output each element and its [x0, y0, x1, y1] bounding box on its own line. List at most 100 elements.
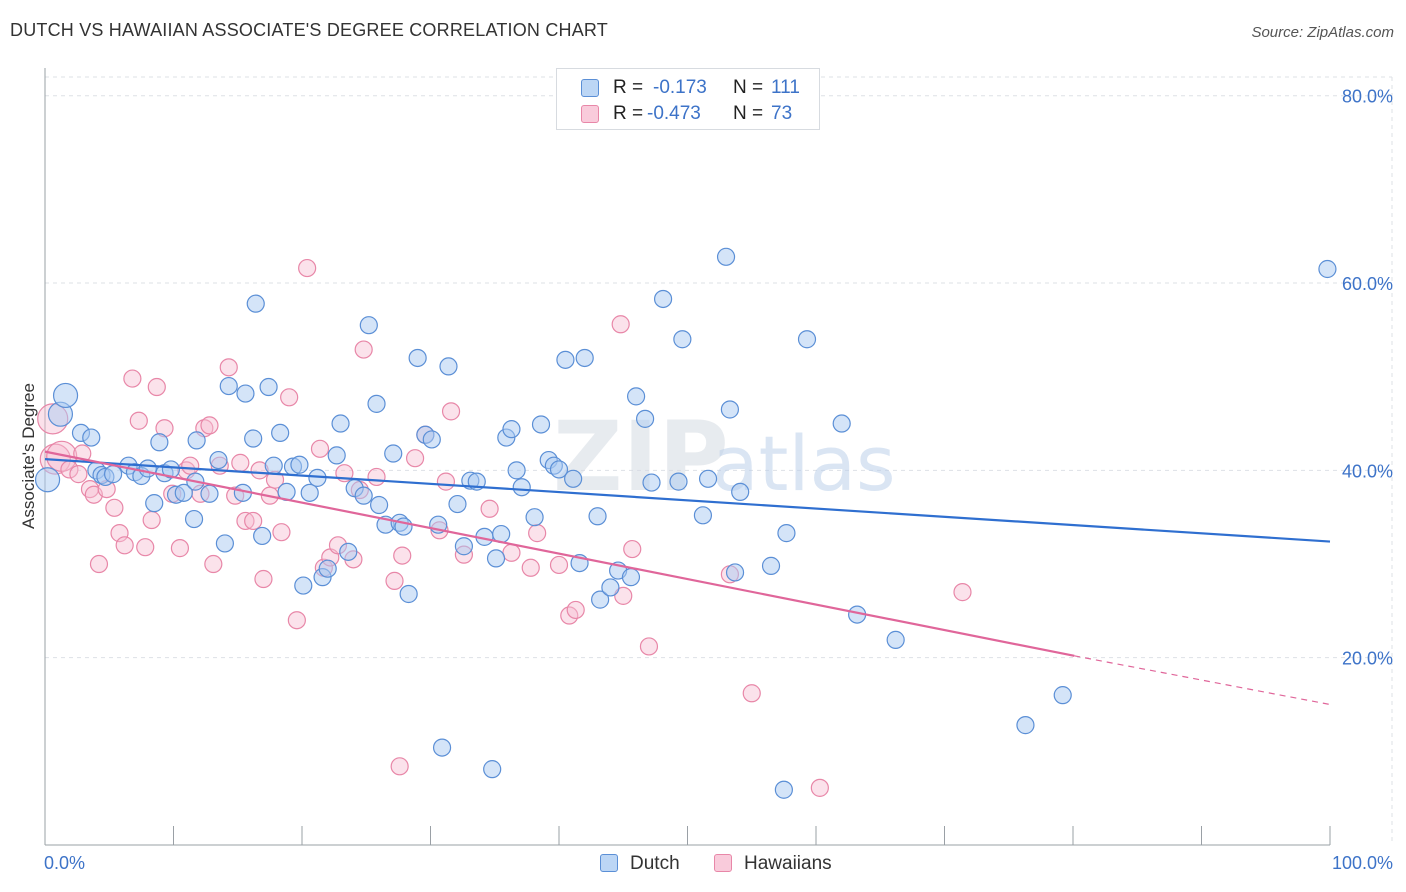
dutch-point: [591, 590, 610, 609]
dutch-point: [797, 330, 817, 349]
dutch-point: [408, 348, 427, 368]
dutch-point: [626, 387, 646, 406]
dutch-point: [761, 556, 781, 575]
hawaiians-point: [105, 498, 124, 517]
hawaiians-point: [441, 402, 461, 421]
hawaiians-point: [810, 778, 829, 797]
axes: [44, 68, 1331, 846]
hawaiians-point: [354, 340, 373, 359]
bottom-hawaiians-label: Hawaiians: [744, 853, 832, 874]
dutch-point: [339, 542, 358, 561]
dutch-point: [635, 409, 655, 428]
dutch-point: [673, 330, 692, 349]
dutch-point: [215, 534, 234, 553]
dutch-point: [448, 494, 467, 514]
dutch-point: [549, 460, 569, 479]
y-tick-label: 60.0%: [1342, 274, 1393, 294]
hawaiians-point: [549, 555, 569, 575]
hawaiians-r-value: -0.473: [647, 103, 701, 124]
dutch-n-label: N =: [733, 77, 764, 98]
dutch-point: [174, 483, 193, 502]
hawaiians-point: [272, 523, 291, 542]
hawaiians-point: [367, 467, 386, 487]
hawaiians-point: [142, 510, 161, 530]
hawaiians-point: [566, 600, 585, 620]
dutch-point: [777, 524, 796, 543]
hawaiians-point: [287, 611, 306, 630]
dutch-point: [507, 461, 526, 480]
hawaiians-points: [37, 258, 972, 797]
hawaiians-point: [254, 569, 273, 589]
dutch-point: [621, 568, 641, 587]
hawaiians-point: [528, 524, 547, 543]
tick-labels: 20.0% 40.0% 60.0% 80.0% 0.0% 100.0%: [44, 87, 1393, 873]
dutch-point: [367, 394, 386, 413]
y-tick-label: 40.0%: [1342, 461, 1393, 481]
dutch-n-value: 111: [771, 77, 800, 98]
dutch-point: [642, 473, 661, 492]
dutch-point: [331, 414, 350, 433]
hawaiians-trend-extension: [1074, 655, 1331, 706]
hawaiians-point: [244, 511, 263, 531]
hawaiians-point: [611, 315, 630, 334]
dutch-point: [236, 384, 255, 403]
dutch-point: [264, 456, 283, 475]
dutch-point: [253, 526, 272, 546]
hawaiians-point: [219, 358, 238, 377]
dutch-point: [832, 414, 851, 433]
hawaiians-point: [405, 449, 425, 468]
dutch-point: [290, 455, 309, 474]
bottom-hawaiians-swatch: [714, 854, 732, 872]
chart-title: DUTCH VS HAWAIIAN ASSOCIATE'S DEGREE COR…: [10, 20, 608, 40]
dutch-point: [34, 467, 61, 493]
dutch-r-value: -0.173: [653, 77, 707, 98]
hawaiians-point: [129, 411, 148, 430]
hawaiians-point: [200, 416, 219, 435]
dutch-point: [1053, 686, 1072, 705]
hawaiians-point: [123, 369, 142, 388]
hawaiians-n-label: N =: [733, 103, 764, 124]
dutch-point: [1318, 259, 1337, 279]
dutch-point: [259, 377, 278, 397]
hawaiians-point: [280, 388, 299, 407]
hawaiians-r-label: R =: [613, 103, 644, 124]
x-tick-label-min: 0.0%: [44, 853, 85, 873]
hawaiians-point: [231, 453, 250, 472]
dutch-point: [271, 423, 290, 443]
hawaiians-point: [147, 377, 166, 397]
dutch-point: [209, 450, 228, 470]
hawaiians-point: [623, 539, 642, 559]
hawaiians-point: [742, 684, 761, 703]
hawaiians-point: [204, 554, 223, 574]
hawaiians-point: [170, 539, 190, 558]
hawaiians-point: [614, 586, 633, 605]
dutch-point: [370, 495, 389, 515]
dutch-point: [318, 559, 337, 578]
dutch-point: [52, 382, 79, 409]
dutch-point: [138, 459, 157, 478]
dutch-point: [150, 433, 169, 452]
dutch-point: [145, 494, 164, 513]
dutch-point: [354, 486, 373, 505]
dutch-point: [327, 446, 346, 465]
dutch-point: [669, 472, 688, 491]
dutch-point: [422, 430, 441, 449]
dutch-point: [556, 350, 575, 369]
hawaiians-point: [436, 472, 456, 491]
hawaiians-swatch: [581, 105, 599, 123]
dutch-point: [693, 506, 713, 525]
dutch-point: [512, 478, 531, 497]
dutch-point: [588, 507, 607, 526]
dutch-points: [34, 247, 1337, 799]
dutch-point: [483, 760, 502, 779]
dutch-point: [161, 460, 181, 479]
dutch-point: [564, 469, 583, 488]
trend-lines: [44, 450, 1331, 706]
hawaiians-point: [89, 554, 109, 574]
bottom-dutch-label: Dutch: [630, 853, 680, 874]
hawaiians-point: [393, 546, 412, 565]
dutch-point: [184, 509, 204, 529]
hawaiians-trend-line: [44, 450, 1075, 657]
dutch-point: [698, 469, 718, 488]
dutch-point: [359, 316, 378, 335]
